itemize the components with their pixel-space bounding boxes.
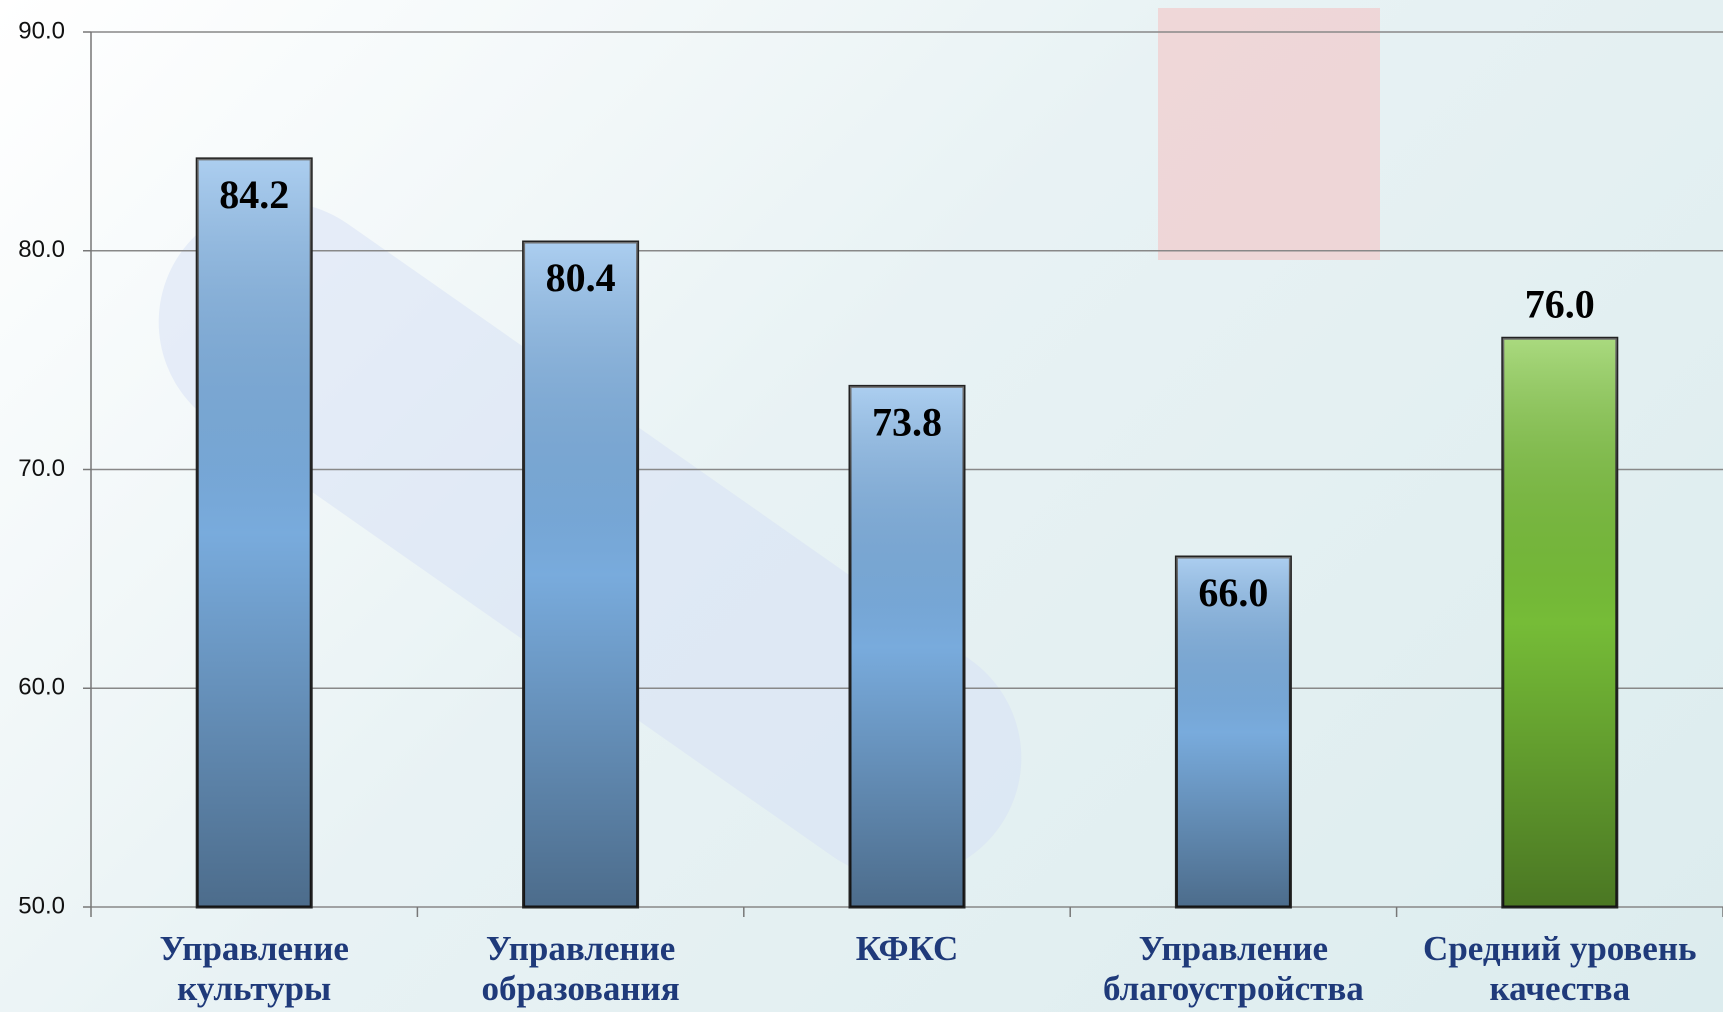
- value-label: 66.0: [1198, 570, 1268, 615]
- y-tick-label: 50.0: [18, 892, 65, 919]
- value-label: 80.4: [546, 255, 616, 300]
- x-tick-label: Управление культуры: [94, 929, 414, 1009]
- x-tick-label: Управление благоустройства: [1073, 929, 1393, 1009]
- bar-shade: [1503, 338, 1617, 907]
- chart: 50.0 60.0 70.0 80.0 90.0 84.2 80.4 73.8 66.0 76.0: [0, 0, 1723, 1012]
- x-tick-label: Управление образования: [421, 929, 741, 1009]
- value-label: 84.2: [219, 172, 289, 217]
- value-label: 73.8: [872, 400, 942, 445]
- y-tick-label: 60.0: [18, 674, 65, 701]
- x-tick-label: КФКС: [747, 929, 1067, 969]
- bar-shade: [524, 242, 638, 907]
- y-tick-label: 80.0: [18, 236, 65, 263]
- y-tick-label: 70.0: [18, 455, 65, 482]
- page: 50.0 60.0 70.0 80.0 90.0 84.2 80.4 73.8 66.0 76.0…: [0, 0, 1723, 1012]
- bar-shade: [850, 386, 964, 907]
- y-tick-label: 90.0: [18, 17, 65, 44]
- value-label: 76.0: [1525, 281, 1595, 326]
- bar-shade: [197, 159, 311, 907]
- x-tick-label: Средний уровень качества: [1400, 929, 1720, 1009]
- emblem: [1158, 8, 1380, 260]
